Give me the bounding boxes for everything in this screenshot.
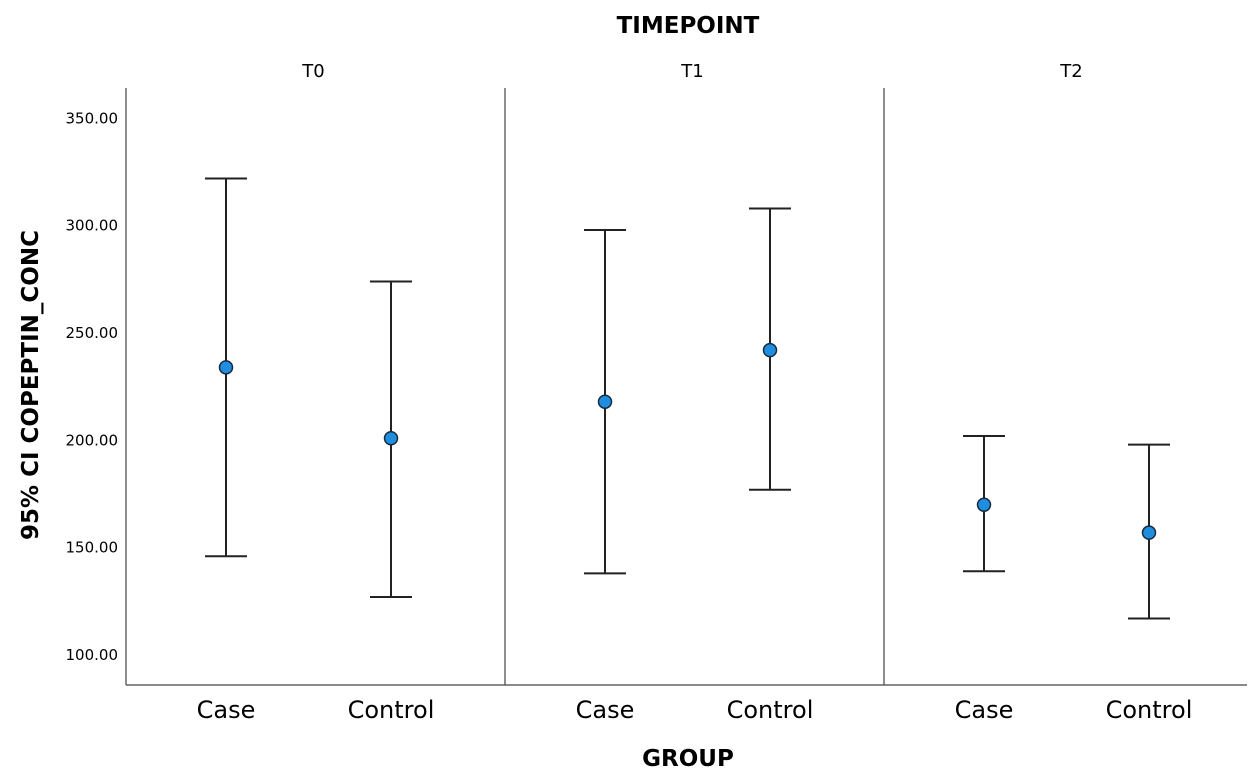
y-tick-label: 350.00 (66, 109, 119, 127)
mean-point (976, 497, 992, 512)
x-category-label: Case (197, 696, 256, 724)
mean-point (597, 394, 613, 409)
mean-point (762, 342, 778, 358)
panel-title-t2: T2 (1059, 61, 1082, 82)
panel-title-t0: T0 (301, 61, 324, 82)
y-axis-title: 95% CI COPEPTIN_CONC (18, 230, 44, 540)
y-tick-label: 200.00 (66, 431, 119, 449)
x-category-label: Case (576, 696, 635, 724)
x-category-label: Control (1106, 696, 1193, 724)
mean-point (1141, 525, 1157, 540)
axes-layer: 100.00 150.00 200.00 250.00 300.00 350.00 T0 Ca… (66, 61, 1247, 724)
marks-layer (205, 177, 1170, 620)
chart-title: TIMEPOINT (617, 13, 760, 39)
y-tick-label: 250.00 (66, 324, 119, 342)
panel-title-t1: T1 (680, 61, 703, 82)
x-category-label: Control (727, 696, 814, 724)
x-category-label: Control (348, 696, 435, 724)
mean-point (218, 360, 234, 375)
y-tick-label: 150.00 (66, 539, 119, 557)
x-category-label: Case (955, 696, 1014, 724)
x-axis-title: GROUP (642, 746, 734, 769)
y-tick-label: 100.00 (66, 646, 119, 664)
mean-point (383, 430, 399, 446)
y-tick-label: 300.00 (66, 217, 119, 235)
